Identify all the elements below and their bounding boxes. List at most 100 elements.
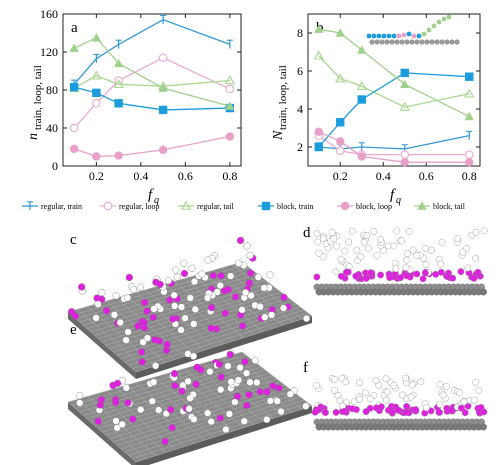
train-bead [221,309,229,317]
chain-bead [302,402,310,410]
train-bead [386,274,394,282]
train-bead [474,268,482,276]
inset-chain-bead [376,33,382,39]
train-bead [313,273,321,281]
data-point-block_tail [357,45,367,54]
chain-bead [231,398,239,406]
legend-item-regular_train: regular, train [22,201,82,211]
snapshot-panel-c: c [67,232,313,379]
chain-bead [356,379,364,387]
snapshot-panel-f: f [303,360,488,431]
data-point-regular_loop [225,84,235,94]
chain-bead [236,364,244,372]
snapshot-label: f [303,360,308,376]
legend-marker [103,201,113,211]
chain-bead [238,306,246,314]
data-point-block_train [69,82,79,92]
chain-bead [398,237,406,245]
chain-bead [253,378,261,387]
train-bead [215,360,223,368]
chain-bead [332,268,340,276]
inset-substrate-bead [419,39,425,45]
chain-bead [422,244,429,252]
chain-bead [203,294,212,302]
chain-bead [124,328,132,336]
chain-bead [341,247,349,255]
data-point-regular_tail [335,73,346,83]
train-bead [124,399,132,407]
train-bead [166,296,174,304]
chain-bead [148,397,156,405]
substrate-bead [480,288,487,296]
chain-bead [360,238,368,246]
chain-bead [422,404,430,412]
chain-bead [98,288,106,297]
chain-bead [190,277,199,286]
substrate-edge [68,312,136,379]
train-bead [311,408,319,416]
train-bead [413,270,421,278]
chain-bead [345,238,353,246]
train-bead [178,387,186,395]
chain-bead [123,294,132,302]
chain-bead [76,392,84,400]
train-bead [112,398,120,406]
chain-bead [204,256,212,264]
chain-bead [263,416,271,424]
x-tick-label: 0.2 [333,169,348,183]
train-bead [180,269,189,278]
inset-chain-bead [406,31,412,37]
substrate-grid [132,312,309,369]
train-bead [113,379,122,387]
chain-bead [302,314,311,323]
data-point-regular_tail [313,50,324,60]
chain-bead [204,409,212,417]
chain-bead [186,294,194,302]
data-point-regular_tail [224,75,236,85]
chain-bead [235,259,243,267]
chart-panel-a: 0.2 0.4 0.6 0.8 0 40 80 120 160 f q n train, loop, t… [26,7,242,206]
chain-bead [267,311,276,319]
legend-item-regular_loop: regular, loop [100,201,160,211]
chain-bead [118,420,126,429]
train-bead [138,358,146,366]
train-bead [322,409,329,416]
train-bead [403,402,410,410]
train-bead [151,336,159,344]
train-bead [94,417,102,425]
chain-bead [251,356,259,364]
chain-bead [189,352,198,360]
chain-bead [373,252,381,260]
train-bead [348,405,356,413]
legend-label: regular, train [41,202,82,211]
train-bead [231,293,240,301]
x-tick-label: 0.4 [376,169,391,183]
chain-bead [150,378,158,386]
chain-bead [336,397,344,404]
chain-bead [392,265,400,273]
x-axis-label-sub: q [154,195,159,206]
chain-bead [112,292,120,300]
substrate-grid [135,315,313,373]
chain-bead [472,228,480,236]
chain-bead [173,273,181,281]
chain-bead [277,407,285,416]
train-bead [168,424,176,432]
chain-bead [439,391,447,399]
chain-bead [459,248,467,256]
chain-bead [184,377,192,385]
legend-item-block_tail: block, tail [414,201,466,211]
data-point-block_train [357,95,366,104]
data-point-regular_tail [399,101,410,111]
chain-bead [207,417,215,426]
train-bead [140,298,149,306]
polymer-inset [366,14,460,45]
data-point-block_tail [314,24,324,33]
train-bead [224,285,232,294]
chain-bead [181,314,189,322]
chain-bead [139,338,147,346]
chain-bead [180,259,188,268]
inset-substrate-bead [369,39,375,45]
y-axis-label-sub: train, loop, tail [32,65,44,130]
